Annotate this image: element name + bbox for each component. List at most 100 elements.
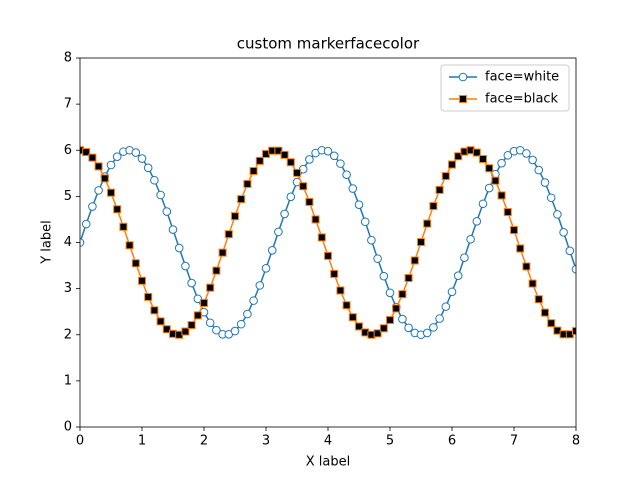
y-tick-label: 2 [64,327,72,342]
marker [329,151,339,161]
marker [131,259,140,268]
marker [143,163,153,173]
marker [484,183,494,193]
axes-frame [79,57,577,428]
marker [478,199,488,209]
marker [274,146,283,155]
marker [156,190,165,200]
marker [534,165,544,175]
marker [441,172,450,181]
y-tick-label: 4 [64,235,72,250]
y-tick-label: 1 [64,373,72,388]
marker [144,292,153,301]
marker [224,230,233,239]
marker [261,264,271,273]
marker [398,314,407,324]
y-tick-label: 7 [64,97,72,112]
marker [547,319,556,328]
marker [305,197,314,206]
marker [267,246,277,255]
marker [522,262,531,271]
marker [422,328,432,338]
marker [119,222,128,231]
marker [125,241,134,250]
marker [491,176,500,185]
marker [212,325,221,335]
marker [342,301,351,310]
marker [528,155,537,165]
marker [355,322,363,331]
x-tick-label: 3 [262,434,270,449]
y-tick-label: 8 [64,51,72,66]
marker [80,238,85,247]
marker [293,168,301,177]
marker [342,170,351,179]
marker [503,151,513,160]
marker [429,323,438,332]
marker [354,200,364,209]
marker [218,248,227,257]
marker [348,313,357,322]
marker [88,202,97,211]
y-tick-label: 3 [64,281,72,296]
marker [435,314,444,323]
marker [286,158,295,167]
marker [137,154,147,163]
marker [410,256,419,265]
marker [193,311,202,320]
legend: face=white face=black [440,64,570,112]
marker [510,226,518,235]
marker [435,185,444,194]
marker [193,294,203,304]
x-tick-label: 5 [386,434,394,449]
marker [231,212,239,221]
marker [230,326,240,336]
x-axis-label: X label [306,455,350,470]
marker [497,158,506,168]
marker [479,155,487,164]
marker [546,193,556,203]
x-tick-label: 7 [510,434,518,449]
marker [385,288,395,298]
marker [497,191,506,200]
marker [516,244,525,253]
y-tick-label: 5 [64,189,72,204]
marker [453,271,463,281]
marker [181,261,190,271]
marker [280,209,289,219]
marker [174,243,184,253]
marker [181,327,190,336]
x-tick-label: 4 [324,434,332,449]
marker [286,192,296,202]
marker [274,227,283,237]
marker [162,325,171,334]
marker [559,228,568,237]
marker [156,317,165,326]
marker [100,174,109,183]
marker [299,182,308,191]
marker [379,324,388,333]
marker [200,298,208,307]
marker [150,175,159,185]
marker [454,152,463,161]
marker [112,152,122,162]
marker [404,323,413,333]
marker [249,167,258,176]
marker [534,295,543,304]
marker [317,233,326,242]
plot-area [80,145,576,340]
marker [336,286,345,295]
marker [237,195,246,204]
marker [460,253,469,263]
marker [522,149,531,158]
marker [243,309,252,319]
marker [330,269,339,278]
legend-label: face=white [485,70,559,85]
marker [541,308,549,317]
marker [348,184,358,193]
marker [88,153,97,162]
marker [373,254,382,263]
x-tick-label: 1 [138,434,146,449]
marker [417,238,425,247]
